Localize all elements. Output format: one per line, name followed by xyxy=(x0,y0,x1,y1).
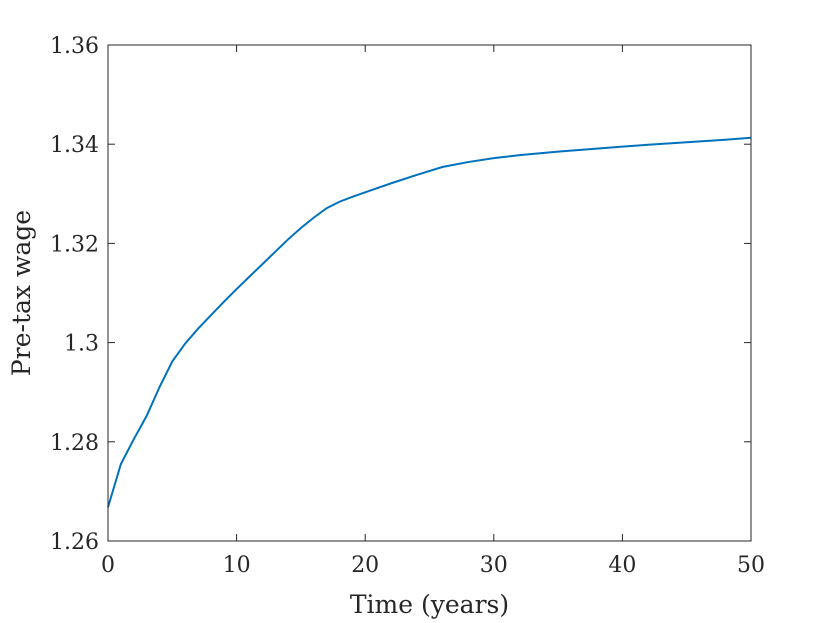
y-tick-label: 1.28 xyxy=(50,431,99,456)
y-tick-label: 1.36 xyxy=(50,34,99,59)
y-tick-label: 1.3 xyxy=(64,332,99,357)
plot-area xyxy=(108,45,751,541)
x-tick-label: 0 xyxy=(101,553,115,578)
x-tick-label: 20 xyxy=(351,553,379,578)
y-axis-title: Pre-tax wage xyxy=(7,210,36,376)
x-ticks: 0 10 20 30 40 50 xyxy=(101,45,765,578)
y-tick-label: 1.32 xyxy=(50,232,99,257)
x-tick-label: 10 xyxy=(223,553,251,578)
y-ticks: 1.26 1.28 1.3 1.32 1.34 1.36 xyxy=(50,34,751,555)
x-axis-title: Time (years) xyxy=(350,590,509,619)
y-tick-label: 1.26 xyxy=(50,530,99,555)
x-tick-label: 30 xyxy=(480,553,508,578)
x-tick-label: 50 xyxy=(737,553,765,578)
axes-box xyxy=(107,44,752,542)
series-line xyxy=(107,136,752,508)
y-tick-label: 1.34 xyxy=(50,133,99,158)
x-tick-label: 40 xyxy=(608,553,636,578)
